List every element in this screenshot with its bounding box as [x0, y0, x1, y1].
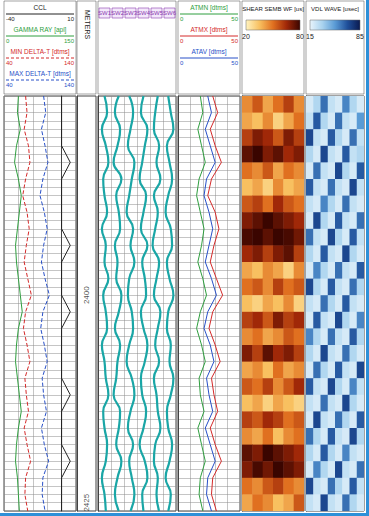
svg-text:ATMX [dtms]: ATMX [dtms]: [190, 26, 227, 34]
svg-text:GAMMA RAY [api]: GAMMA RAY [api]: [14, 26, 67, 34]
svg-text:SHEAR SEMB WF [us]: SHEAR SEMB WF [us]: [242, 6, 304, 12]
svg-text:2400: 2400: [82, 286, 91, 304]
svg-text:50: 50: [231, 38, 238, 44]
svg-text:0: 0: [6, 38, 10, 44]
svg-text:VDL WAVE [usec]: VDL WAVE [usec]: [311, 6, 359, 12]
svg-text:SW4: SW4: [137, 10, 151, 16]
svg-text:10: 10: [67, 16, 74, 22]
svg-text:MAX DELTA-T [dtms]: MAX DELTA-T [dtms]: [9, 70, 71, 78]
svg-text:15: 15: [306, 33, 314, 40]
svg-text:50: 50: [231, 16, 238, 22]
svg-text:METERS: METERS: [84, 10, 91, 40]
svg-text:85: 85: [356, 33, 364, 40]
svg-text:0: 0: [180, 60, 184, 66]
svg-text:20: 20: [242, 33, 250, 40]
svg-text:140: 140: [64, 60, 75, 66]
svg-text:SW5: SW5: [150, 10, 164, 16]
svg-text:SW2: SW2: [111, 10, 125, 16]
svg-text:50: 50: [231, 60, 238, 66]
svg-text:40: 40: [6, 82, 13, 88]
svg-text:SW6: SW6: [163, 10, 177, 16]
svg-text:40: 40: [6, 60, 13, 66]
svg-text:0: 0: [180, 38, 184, 44]
svg-text:2425: 2425: [82, 493, 91, 511]
svg-text:ATMN [dtms]: ATMN [dtms]: [190, 4, 228, 12]
svg-text:MIN DELTA-T [dtms]: MIN DELTA-T [dtms]: [10, 48, 69, 56]
svg-text:SW3: SW3: [124, 10, 138, 16]
svg-text:80: 80: [296, 33, 304, 40]
svg-text:150: 150: [64, 38, 75, 44]
svg-text:ATAV [dtms]: ATAV [dtms]: [191, 48, 226, 56]
svg-text:-40: -40: [6, 16, 15, 22]
svg-text:SW1: SW1: [98, 10, 112, 16]
svg-text:CCL: CCL: [33, 4, 46, 11]
svg-text:140: 140: [64, 82, 75, 88]
svg-text:0: 0: [180, 16, 184, 22]
